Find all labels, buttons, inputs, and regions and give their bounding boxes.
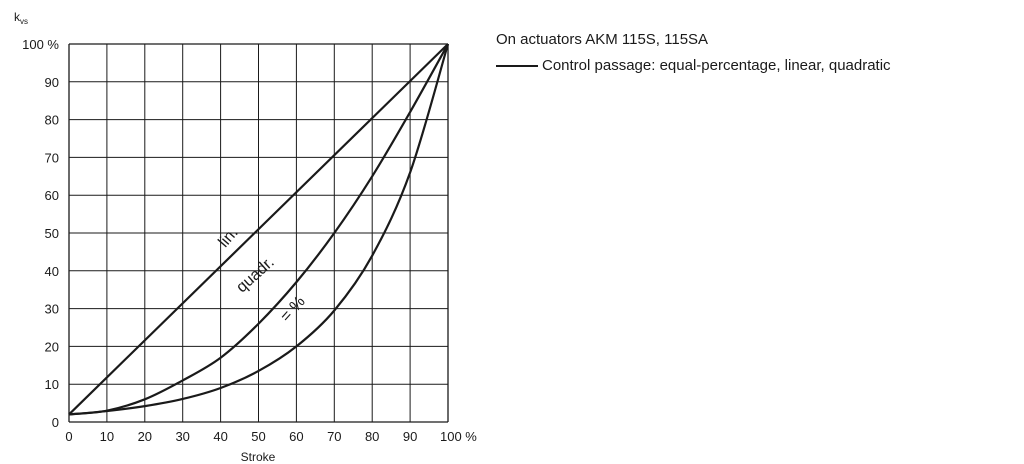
y-axis-label-sub: vs <box>20 17 28 26</box>
x-tick-label: 80 <box>365 429 379 444</box>
kvs-stroke-chart: kvs 0 10 20 30 40 50 60 70 80 90 100 % 0 10 20 30 40 50… <box>14 10 477 464</box>
y-tick-label: 90 <box>45 75 59 90</box>
y-tick-label: 80 <box>45 113 59 128</box>
x-tick-label: 0 <box>65 429 72 444</box>
curve-label-linear: lin. <box>215 224 241 251</box>
x-tick-label: 60 <box>289 429 303 444</box>
actuator-title: On actuators AKM 115S, 115SA <box>496 31 709 48</box>
x-tick-label: 40 <box>213 429 227 444</box>
x-tick-labels: 0 10 20 30 40 50 60 70 80 90 100 % <box>65 429 477 444</box>
y-tick-label: 100 % <box>22 37 59 52</box>
curve-equal-percentage <box>68 43 450 416</box>
x-axis-label: Stroke <box>241 450 276 464</box>
x-tick-label: 30 <box>175 429 189 444</box>
curve-label-quadratic: quadr. <box>233 254 277 296</box>
y-tick-label: 40 <box>45 264 59 279</box>
x-tick-label: 100 % <box>440 429 477 444</box>
y-tick-label: 60 <box>45 188 59 203</box>
grid <box>68 43 449 423</box>
y-axis-label: kvs <box>14 10 28 26</box>
legend-line-swatch <box>496 64 538 67</box>
x-tick-label: 20 <box>138 429 152 444</box>
curve-quadratic <box>68 43 449 416</box>
x-tick-label: 10 <box>100 429 114 444</box>
curve-labels: lin.quadr.= % <box>215 224 308 325</box>
legend: Control passage: equal-percentage, linea… <box>496 57 891 74</box>
legend-label: Control passage: equal-percentage, linea… <box>542 57 891 74</box>
y-tick-label: 20 <box>45 339 59 354</box>
y-tick-label: 10 <box>45 377 59 392</box>
y-tick-label: 50 <box>45 226 59 241</box>
curves <box>68 43 450 416</box>
y-tick-labels: 0 10 20 30 40 50 60 70 80 90 100 % <box>22 37 59 430</box>
y-tick-label: 30 <box>45 302 59 317</box>
y-tick-label: 0 <box>52 415 59 430</box>
y-axis-label-main: k <box>14 10 21 24</box>
x-tick-label: 70 <box>327 429 341 444</box>
curve-linear <box>68 43 449 416</box>
x-tick-label: 50 <box>251 429 265 444</box>
y-tick-label: 70 <box>45 150 59 165</box>
x-tick-label: 90 <box>403 429 417 444</box>
